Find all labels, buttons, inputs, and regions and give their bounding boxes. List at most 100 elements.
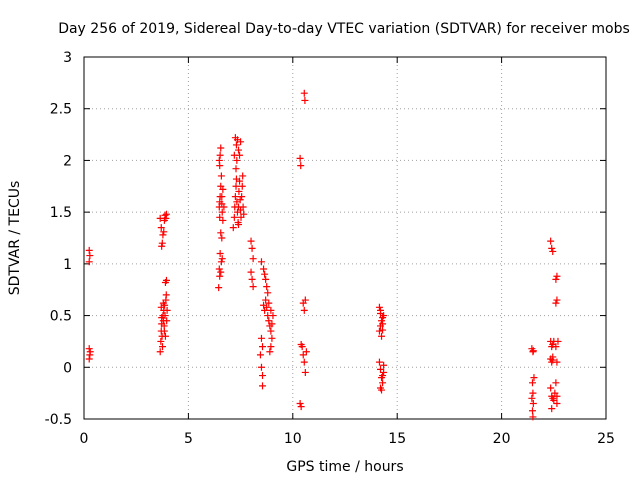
y-tick-label: 1 [63, 257, 72, 273]
data-point [161, 211, 169, 219]
data-point [379, 379, 387, 387]
data-point [529, 379, 537, 387]
data-point [239, 172, 247, 180]
data-point [378, 317, 386, 325]
data-point [257, 258, 265, 266]
data-point [259, 382, 267, 390]
tick-layer: 0 5 10 15 20 25 -0.5 0 0.5 1 1.5 2 2.5 3 [45, 50, 615, 447]
data-point [297, 162, 305, 170]
data-point [263, 283, 271, 291]
data-point [553, 399, 561, 407]
data-point [216, 250, 224, 258]
y-tick-label: 2 [63, 153, 72, 169]
data-point [547, 237, 555, 245]
data-point [553, 392, 561, 400]
data-point [259, 372, 267, 380]
data-point [376, 365, 384, 373]
data-point [296, 399, 304, 407]
data-point [233, 156, 241, 164]
data-point [378, 332, 386, 340]
data-point [548, 405, 556, 413]
data-point [302, 348, 310, 356]
data-point [375, 327, 383, 335]
data-point [529, 399, 537, 407]
data-point [379, 326, 387, 334]
data-point [215, 156, 223, 164]
data-point [216, 272, 224, 280]
data-point [161, 332, 169, 340]
data-point [159, 231, 167, 239]
data-point [530, 374, 538, 382]
data-point [163, 306, 171, 314]
data-point [158, 239, 166, 247]
data-point [230, 151, 238, 159]
y-tick-label: -0.5 [45, 412, 72, 428]
data-point [219, 185, 227, 193]
data-point [237, 138, 245, 146]
data-point [297, 403, 305, 411]
data-point [262, 275, 270, 283]
grid-layer [84, 57, 606, 419]
x-axis-title: GPS time / hours [286, 459, 403, 475]
data-point [158, 314, 166, 322]
data-point [549, 353, 557, 361]
data-point [380, 361, 388, 369]
data-point [159, 343, 167, 351]
data-point [266, 348, 274, 356]
data-point [261, 270, 269, 278]
data-point [230, 213, 238, 221]
data-point [553, 358, 561, 366]
data-point [85, 258, 93, 266]
data-point [247, 237, 255, 245]
data-point [162, 276, 170, 284]
data-point [249, 255, 257, 263]
data-point [215, 284, 223, 292]
data-point [548, 244, 556, 252]
data-point [301, 296, 309, 304]
x-tick-label: 25 [597, 431, 615, 447]
data-point [301, 96, 309, 104]
data-point [260, 265, 268, 273]
data-point [552, 299, 560, 307]
data-point [375, 358, 383, 366]
data-point [529, 407, 537, 415]
data-point [547, 384, 555, 392]
chart-title: Day 256 of 2019, Sidereal Day-to-day VTE… [58, 21, 630, 37]
data-point [267, 306, 275, 314]
data-point [262, 296, 270, 304]
data-point [216, 151, 224, 159]
data-point [529, 413, 537, 421]
data-point [375, 303, 383, 311]
data-point [269, 312, 277, 320]
data-point [157, 224, 165, 232]
data-point [218, 234, 226, 242]
data-point [236, 196, 244, 204]
data-point [550, 396, 558, 404]
data-point [300, 306, 308, 314]
data-point [238, 193, 246, 201]
data-point [267, 327, 275, 335]
data-point [528, 394, 536, 402]
data-point [299, 351, 307, 359]
data-points [85, 89, 562, 421]
x-tick-label: 0 [80, 431, 89, 447]
data-point [160, 228, 168, 236]
data-point [163, 317, 171, 325]
data-point [265, 299, 273, 307]
data-point [552, 379, 560, 387]
data-point [229, 224, 237, 232]
data-point [217, 258, 225, 266]
data-point [239, 203, 247, 211]
data-point [86, 348, 94, 356]
data-point [248, 244, 256, 252]
data-point [380, 312, 388, 320]
data-point [261, 306, 269, 314]
x-tick-label: 5 [184, 431, 193, 447]
data-point [231, 193, 239, 201]
y-tick-label: 1.5 [50, 205, 72, 221]
data-point [235, 187, 243, 195]
data-point [216, 198, 224, 206]
data-point [218, 208, 226, 216]
data-point [264, 289, 272, 297]
data-point [268, 334, 276, 342]
